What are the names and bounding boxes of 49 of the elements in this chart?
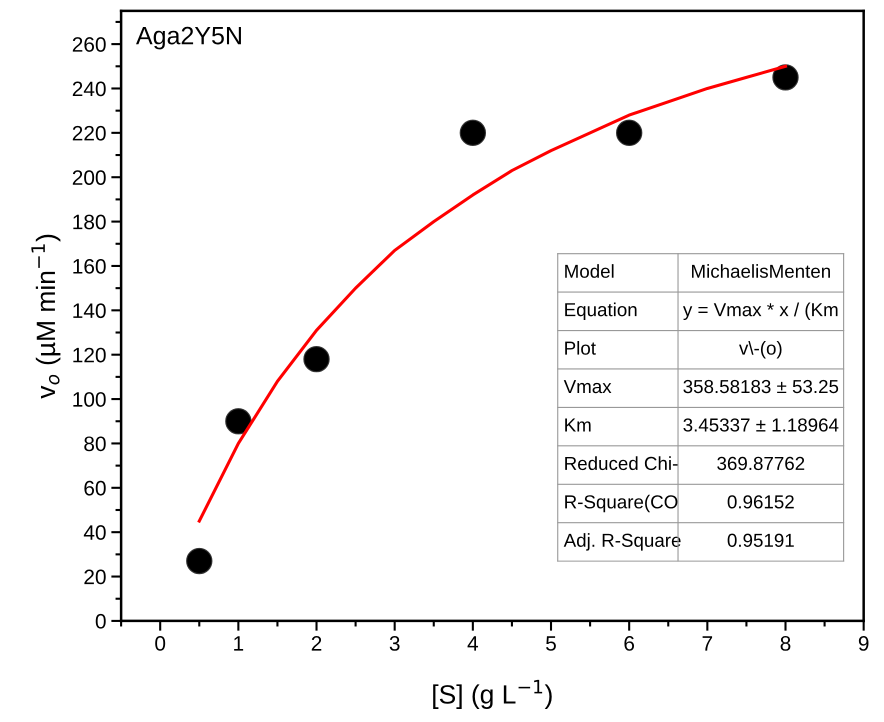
point xyxy=(772,64,799,91)
x-tick-label: 2 xyxy=(312,636,322,651)
point xyxy=(225,408,252,434)
y-tick-label: 40 xyxy=(84,525,106,540)
annotation: 0.95191 xyxy=(728,534,794,547)
annotation: y = Vmax * x / (Km xyxy=(682,302,838,320)
point xyxy=(303,346,330,372)
y-tick-label: 100 xyxy=(73,392,106,407)
x-tick-label: 8 xyxy=(780,636,790,651)
annotation: MichaelisMenten xyxy=(692,264,830,278)
point xyxy=(616,120,642,146)
annotation: 369.87762 xyxy=(717,456,804,470)
annotation: Equation xyxy=(565,302,636,320)
y-axis-title: v$_{o}$ (µM min$^{−1}$) xyxy=(31,234,60,399)
text: Aga2Y5N xyxy=(136,26,241,50)
annotation: Km xyxy=(565,418,591,432)
x-axis-title: [S] (g L$^{−1}$) xyxy=(433,680,552,709)
x-tick-label: 5 xyxy=(546,636,556,651)
y-tick-label: 220 xyxy=(72,126,106,141)
x-tick-label: 3 xyxy=(390,636,400,651)
y-tick-label: 140 xyxy=(73,303,106,318)
annotation: 3.45337 ± 1.18964 xyxy=(683,418,838,432)
x-tick-label: 4 xyxy=(468,636,478,651)
annotation: v\-(o) xyxy=(739,340,782,358)
y-tick-label: 160 xyxy=(73,258,106,274)
x-tick-label: 7 xyxy=(702,636,712,651)
annotation: 358.58183 ± 53.25 xyxy=(683,380,838,394)
point xyxy=(460,120,486,146)
y-tick-label: 80 xyxy=(84,436,106,452)
y-tick-label: 120 xyxy=(73,348,106,362)
annotation: Adj. R-Square xyxy=(564,533,681,551)
y-tick-label: 60 xyxy=(84,480,106,496)
annotation: 0.96152 xyxy=(728,495,794,509)
y-tick-label: 0 xyxy=(96,614,106,629)
y-tick-label: 200 xyxy=(72,170,106,185)
y-tick-label: 260 xyxy=(72,37,106,52)
annotation: Model xyxy=(565,264,614,278)
annotation: Plot xyxy=(565,340,596,355)
y-tick-label: 180 xyxy=(73,214,106,230)
x-tick-label: 9 xyxy=(858,636,868,651)
y-tick-label: 240 xyxy=(72,81,106,96)
annotation: Reduced Chi- xyxy=(565,456,678,470)
point xyxy=(186,548,212,574)
x-tick-label: 6 xyxy=(624,636,634,651)
annotation: R-Square(CO xyxy=(565,494,678,512)
y-tick-label: 20 xyxy=(84,570,106,584)
x-tick-label: 1 xyxy=(234,636,244,651)
x-tick-label: 0 xyxy=(155,636,166,651)
annotation: Vmax xyxy=(564,380,612,394)
